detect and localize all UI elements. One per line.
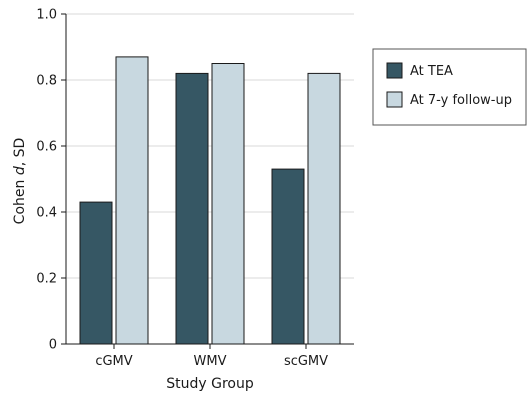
- gridlines: [66, 13, 354, 279]
- bar-scgmv-at-tea: [271, 168, 305, 345]
- legend-label-at-tea: At TEA: [410, 64, 453, 79]
- y-ticks: 0 0.2 0.4 0.6 0.8 1.0: [36, 8, 66, 353]
- legend-swatch-at-7y-followup: [386, 91, 403, 108]
- bar-wmv-at-tea: [175, 72, 209, 345]
- y-axis-label: Cohen d, SD: [12, 138, 28, 225]
- y-tick-label: 0: [49, 338, 57, 353]
- y-tick-label: 0.8: [36, 74, 57, 89]
- bars: [79, 56, 341, 345]
- y-tick-label: 0.6: [36, 140, 57, 155]
- y-tick-label: 0.2: [36, 272, 57, 287]
- y-axis-label-part-2: d: [12, 166, 28, 175]
- x-tick-label: scGMV: [284, 354, 328, 369]
- x-tick-label: cGMV: [95, 354, 132, 369]
- bar-cgmv-at-tea: [79, 201, 113, 345]
- x-tick-label: WMV: [194, 354, 227, 369]
- bar-scgmv-at-7y-followup: [307, 72, 341, 345]
- legend-swatch-at-tea: [386, 62, 403, 79]
- y-axis-label-part-1: Cohen: [12, 175, 28, 224]
- y-tick-label: 1.0: [36, 8, 57, 23]
- y-axis-label-part-3: , SD: [12, 138, 28, 167]
- bar-wmv-at-7y-followup: [211, 63, 245, 345]
- bar-cgmv-at-7y-followup: [115, 56, 149, 345]
- x-axis-label: Study Group: [166, 376, 254, 392]
- y-tick-label: 0.4: [36, 206, 57, 221]
- legend-label-at-7y-followup: At 7-y follow-up: [410, 93, 512, 108]
- legend: At TEA At 7-y follow-up: [372, 48, 527, 126]
- x-ticks: cGMV WMV scGMV: [95, 344, 328, 369]
- legend-box: [372, 48, 527, 126]
